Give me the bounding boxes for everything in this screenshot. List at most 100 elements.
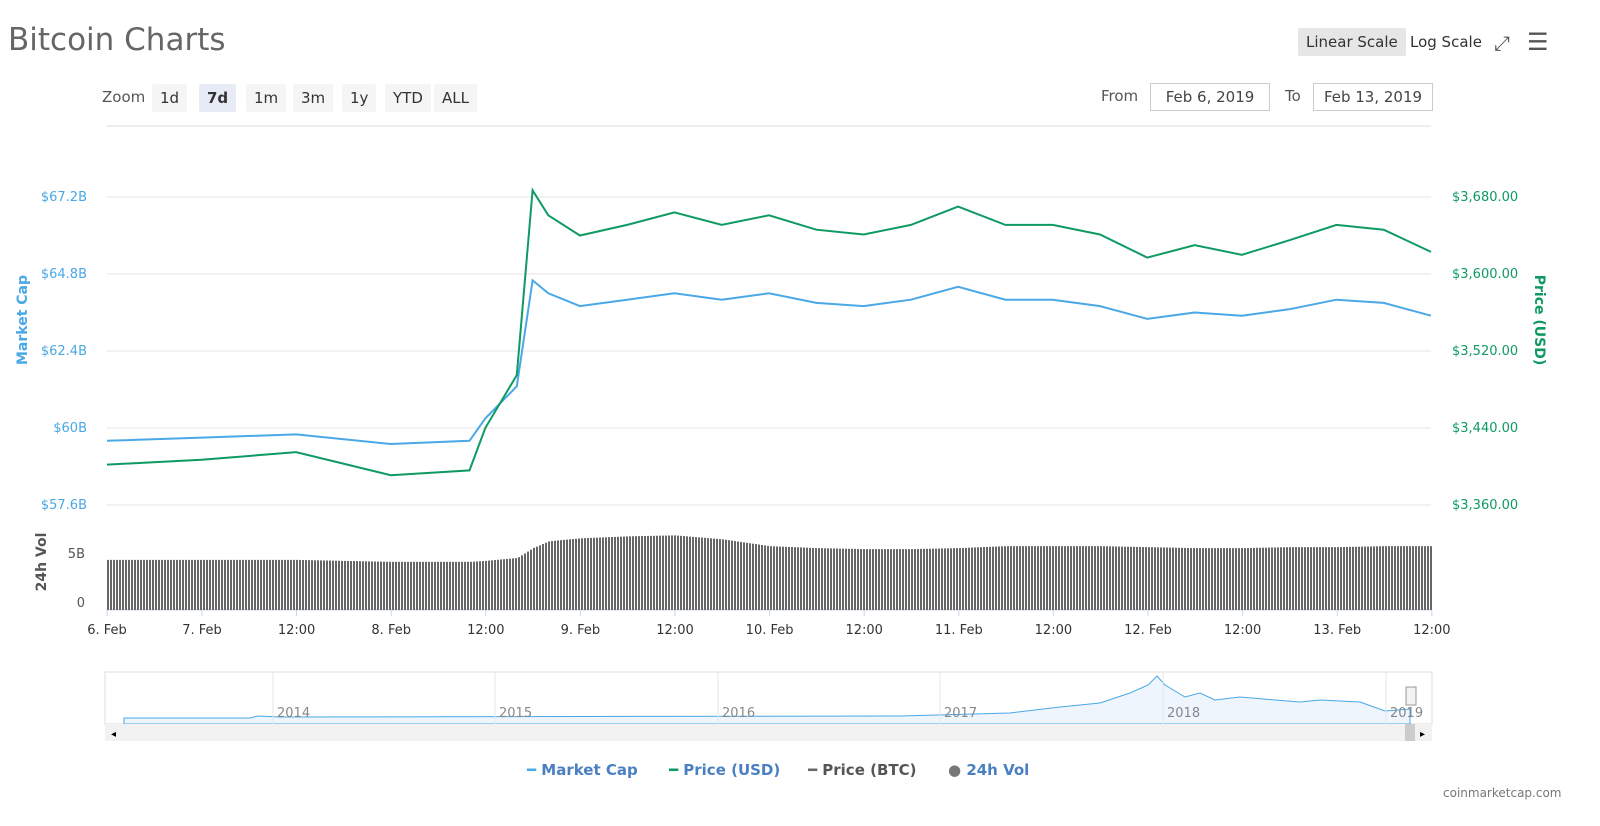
scrollbar-thumb[interactable] xyxy=(1405,724,1415,741)
volume-bar xyxy=(614,536,616,610)
volume-bar xyxy=(1373,546,1375,610)
volume-bar xyxy=(503,559,505,610)
volume-bar xyxy=(1406,546,1408,610)
from-date-input[interactable]: Feb 6, 2019 xyxy=(1150,83,1270,111)
volume-bar xyxy=(1160,547,1162,610)
volume-bar xyxy=(320,560,322,610)
volume-bar xyxy=(947,548,949,610)
volume-bar xyxy=(452,561,454,610)
volume-bar xyxy=(863,549,865,610)
zoom-7d[interactable]: 7d xyxy=(199,84,237,112)
zoom-3m[interactable]: 3m xyxy=(293,84,334,112)
volume-bar xyxy=(1154,547,1156,610)
expand-icon[interactable]: ⤢ xyxy=(1494,31,1510,55)
volume-bar xyxy=(416,561,418,610)
volume-bar xyxy=(1385,546,1387,610)
volume-bar xyxy=(893,549,895,610)
x-tick-label: 12:00 xyxy=(1035,623,1072,638)
volume-bar xyxy=(1010,546,1012,610)
volume-bar xyxy=(1415,546,1417,610)
volume-bar xyxy=(1127,546,1129,610)
legend-24h-vol[interactable]: ● 24h Vol xyxy=(948,761,1030,779)
volume-bar xyxy=(1193,548,1195,610)
volume-bar xyxy=(677,535,679,610)
volume-bar xyxy=(833,548,835,610)
volume-bar xyxy=(926,548,928,610)
legend-price-btc[interactable]: ━ Price (BTC) xyxy=(808,761,917,779)
volume-axis-title: 24h Vol xyxy=(34,533,50,592)
volume-bar xyxy=(1361,546,1363,610)
volume-bar xyxy=(1103,546,1105,610)
volume-bar xyxy=(1061,546,1063,610)
volume-bar xyxy=(506,558,508,610)
zoom-ytd[interactable]: YTD xyxy=(385,84,431,112)
navigator[interactable]: 2014 2015 2016 2017 2018 2019 ◂ ▸ xyxy=(104,671,1433,741)
volume-bar xyxy=(269,559,271,610)
zoom-all[interactable]: ALL xyxy=(434,84,477,112)
zoom-1y[interactable]: 1y xyxy=(342,84,377,112)
volume-bar xyxy=(491,560,493,610)
volume-bar xyxy=(671,535,673,610)
volume-bar xyxy=(596,537,598,610)
left-tick-label: $67.2B xyxy=(41,190,87,205)
volume-bar xyxy=(683,536,685,610)
scroll-right-icon[interactable]: ▸ xyxy=(1420,729,1425,740)
volume-bar xyxy=(113,559,115,610)
volume-bar xyxy=(302,560,304,610)
volume-bar xyxy=(587,538,589,610)
volume-bar xyxy=(323,560,325,610)
volume-bar xyxy=(605,537,607,610)
volume-bar xyxy=(275,559,277,610)
navigator-scrollbar[interactable] xyxy=(105,724,1432,741)
volume-bar xyxy=(821,548,823,610)
volume-bar xyxy=(164,559,166,610)
volume-bar xyxy=(581,538,583,610)
volume-bar xyxy=(773,546,775,610)
x-tick-label: 12:00 xyxy=(1224,623,1261,638)
volume-bar xyxy=(203,559,205,610)
linear-scale-button[interactable]: Linear Scale xyxy=(1298,28,1406,56)
volume-bar xyxy=(1097,546,1099,610)
volume-bar xyxy=(608,537,610,610)
x-tick-label: 9. Feb xyxy=(561,623,601,638)
volume-bar xyxy=(1223,548,1225,610)
volume-bar xyxy=(206,559,208,610)
to-date-input[interactable]: Feb 13, 2019 xyxy=(1313,83,1433,111)
scroll-left-icon[interactable]: ◂ xyxy=(111,729,116,740)
volume-bar xyxy=(1283,547,1285,610)
legend-price-usd[interactable]: ━ Price (USD) xyxy=(669,761,781,779)
volume-bar xyxy=(308,560,310,610)
volume-bar xyxy=(872,549,874,610)
volume-bar xyxy=(494,560,496,610)
zoom-1m[interactable]: 1m xyxy=(246,84,287,112)
volume-bar xyxy=(317,560,319,610)
volume-bar xyxy=(1124,546,1126,610)
credit-link[interactable]: coinmarketcap.com xyxy=(1443,786,1562,800)
volume-bar xyxy=(1400,546,1402,610)
hamburger-icon[interactable]: ☰ xyxy=(1527,28,1549,56)
x-tick-label: 10. Feb xyxy=(746,623,794,638)
volume-bar xyxy=(1079,546,1081,610)
navigator-tick-label: 2015 xyxy=(499,706,532,721)
volume-bar xyxy=(248,559,250,610)
volume-bar xyxy=(335,560,337,610)
volume-bar xyxy=(785,546,787,610)
volume-bar xyxy=(1172,547,1174,610)
zoom-1d[interactable]: 1d xyxy=(152,84,188,112)
navigator-handle[interactable] xyxy=(1405,686,1417,706)
volume-bar xyxy=(1349,546,1351,610)
volume-bar xyxy=(590,537,592,610)
legend-market-cap[interactable]: ━ Market Cap xyxy=(527,761,638,779)
log-scale-button[interactable]: Log Scale xyxy=(1410,33,1482,51)
volume-bar xyxy=(920,548,922,610)
volume-bar xyxy=(446,561,448,610)
volume-bar xyxy=(1319,547,1321,610)
volume-bar xyxy=(215,559,217,610)
volume-bar xyxy=(1391,546,1393,610)
volume-bar xyxy=(1322,547,1324,610)
volume-bar xyxy=(1043,546,1045,610)
zoom-label: Zoom xyxy=(102,88,146,106)
volume-bar xyxy=(1430,546,1432,610)
volume-bar xyxy=(224,559,226,610)
volume-bar xyxy=(1298,547,1300,610)
